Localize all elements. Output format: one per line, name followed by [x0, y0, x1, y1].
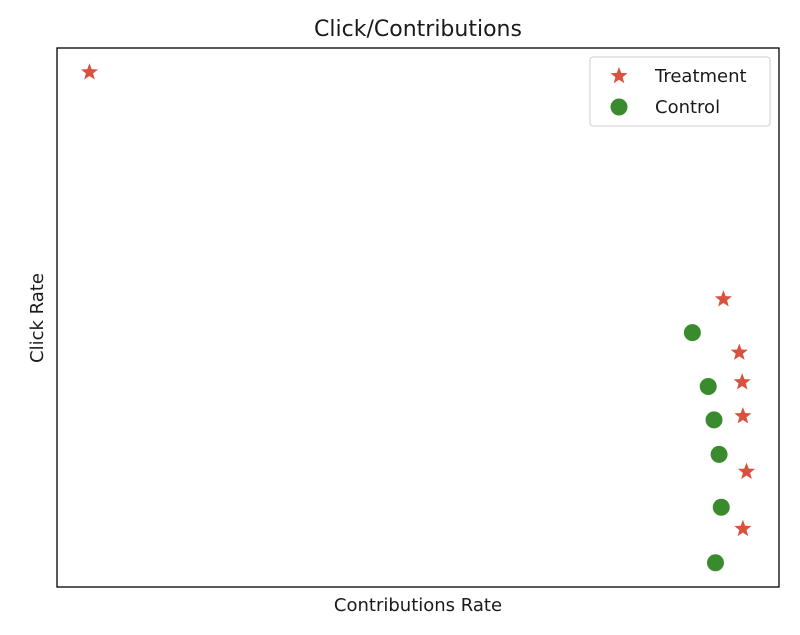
- control-point: [710, 445, 728, 463]
- treatment-point: [734, 407, 752, 424]
- y-axis-label: Click Rate: [27, 273, 48, 363]
- control-point: [683, 324, 701, 342]
- treatment-point: [734, 519, 752, 537]
- legend-marker-control: [610, 98, 628, 116]
- treatment-point: [730, 343, 748, 360]
- series-control: [683, 324, 730, 572]
- control-point: [699, 377, 717, 395]
- chart-title: Click/Contributions: [314, 17, 522, 42]
- treatment-point: [80, 63, 99, 80]
- treatment-point: [737, 462, 756, 479]
- legend-label-control: Control: [655, 97, 720, 118]
- legend-marker-treatment: [610, 67, 628, 84]
- control-point: [706, 554, 724, 572]
- x-axis-label: Contributions Rate: [334, 595, 502, 616]
- treatment-point: [714, 290, 732, 307]
- control-point: [712, 498, 730, 516]
- control-point: [705, 411, 723, 429]
- series-treatment: [80, 63, 756, 537]
- plot-frame: [56, 47, 780, 588]
- data-points: [80, 63, 756, 572]
- legend: Treatment Control: [589, 56, 771, 127]
- legend-label-treatment: Treatment: [654, 66, 747, 87]
- treatment-point: [733, 373, 751, 390]
- legend-box: [589, 56, 771, 127]
